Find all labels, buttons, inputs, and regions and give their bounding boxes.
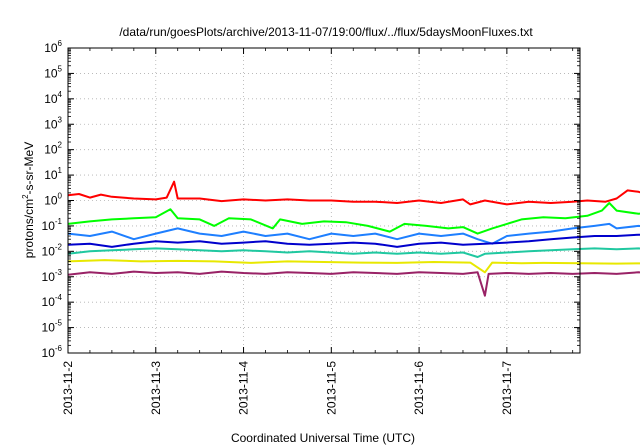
axis-ticks: 10-610-510-410-310-210-11001011021031041… <box>42 39 580 415</box>
y-tick-label: 10-1 <box>42 217 63 233</box>
y-tick-base: 10 <box>42 219 56 233</box>
series-line-5 <box>67 247 640 258</box>
y-tick-base: 10 <box>44 41 58 55</box>
y-tick-label: 103 <box>44 115 62 131</box>
series-line-1 <box>67 180 640 206</box>
y-tick-exponent: 5 <box>58 64 63 73</box>
y-tick-exponent: -4 <box>55 293 63 302</box>
y-axis-label: protons/cm2-s-sr-MeV <box>21 142 36 258</box>
y-tick-label: 106 <box>44 39 62 55</box>
chart-title: /data/run/goesPlots/archive/2013-11-07/1… <box>119 25 533 39</box>
series-line-6 <box>67 259 640 274</box>
series-line-4 <box>67 233 640 248</box>
y-tick-exponent: 4 <box>58 90 63 99</box>
series-line-7 <box>67 270 640 297</box>
y-tick-exponent: -2 <box>55 242 63 251</box>
y-tick-exponent: -6 <box>55 344 63 353</box>
x-tick-label: 2013-11-3 <box>149 361 163 415</box>
x-tick-label: 2013-11-2 <box>61 361 75 415</box>
y-tick-base: 10 <box>44 143 58 157</box>
y-tick-exponent: -1 <box>55 217 63 226</box>
y-tick-label: 104 <box>44 90 62 106</box>
y-tick-base: 10 <box>44 66 58 80</box>
y-tick-base: 10 <box>42 244 56 258</box>
y-tick-exponent: 6 <box>58 39 63 48</box>
series-line-3 <box>67 222 640 245</box>
y-tick-base: 10 <box>42 346 56 360</box>
y-tick-base: 10 <box>42 321 56 335</box>
y-tick-label: 10-2 <box>42 242 63 258</box>
x-tick-label: 2013-11-4 <box>237 361 251 415</box>
y-tick-base: 10 <box>44 92 58 106</box>
y-tick-label: 105 <box>44 64 62 80</box>
y-tick-label: 10-6 <box>42 344 63 360</box>
x-axis-label: Coordinated Universal Time (UTC) <box>231 431 415 445</box>
x-tick-label: 2013-11-6 <box>412 361 426 415</box>
y-tick-label: 10-5 <box>42 319 63 335</box>
series-lines <box>67 180 640 297</box>
y-tick-base: 10 <box>42 270 56 284</box>
y-tick-label: 102 <box>44 141 62 157</box>
y-tick-exponent: -3 <box>55 268 63 277</box>
y-tick-exponent: 0 <box>58 192 63 201</box>
y-tick-base: 10 <box>42 295 56 309</box>
y-axis-label-suffix: -s-sr-MeV <box>22 142 36 195</box>
y-axis-label-prefix: protons/cm <box>22 199 36 258</box>
y-tick-base: 10 <box>44 168 58 182</box>
y-tick-exponent: 3 <box>58 115 63 124</box>
y-tick-exponent: 2 <box>58 141 63 150</box>
y-tick-base: 10 <box>44 117 58 131</box>
y-tick-exponent: 1 <box>58 166 63 175</box>
y-tick-base: 10 <box>44 194 58 208</box>
y-tick-label: 101 <box>44 166 62 182</box>
y-tick-label: 10-4 <box>42 293 63 309</box>
x-tick-label: 2013-11-7 <box>500 361 514 415</box>
series-line-2 <box>67 202 640 235</box>
y-tick-label: 100 <box>44 192 62 208</box>
y-tick-exponent: -5 <box>55 319 63 328</box>
y-axis-label-exponent: 2 <box>21 194 30 199</box>
x-tick-label: 2013-11-5 <box>324 361 338 415</box>
y-tick-label: 10-3 <box>42 268 63 284</box>
